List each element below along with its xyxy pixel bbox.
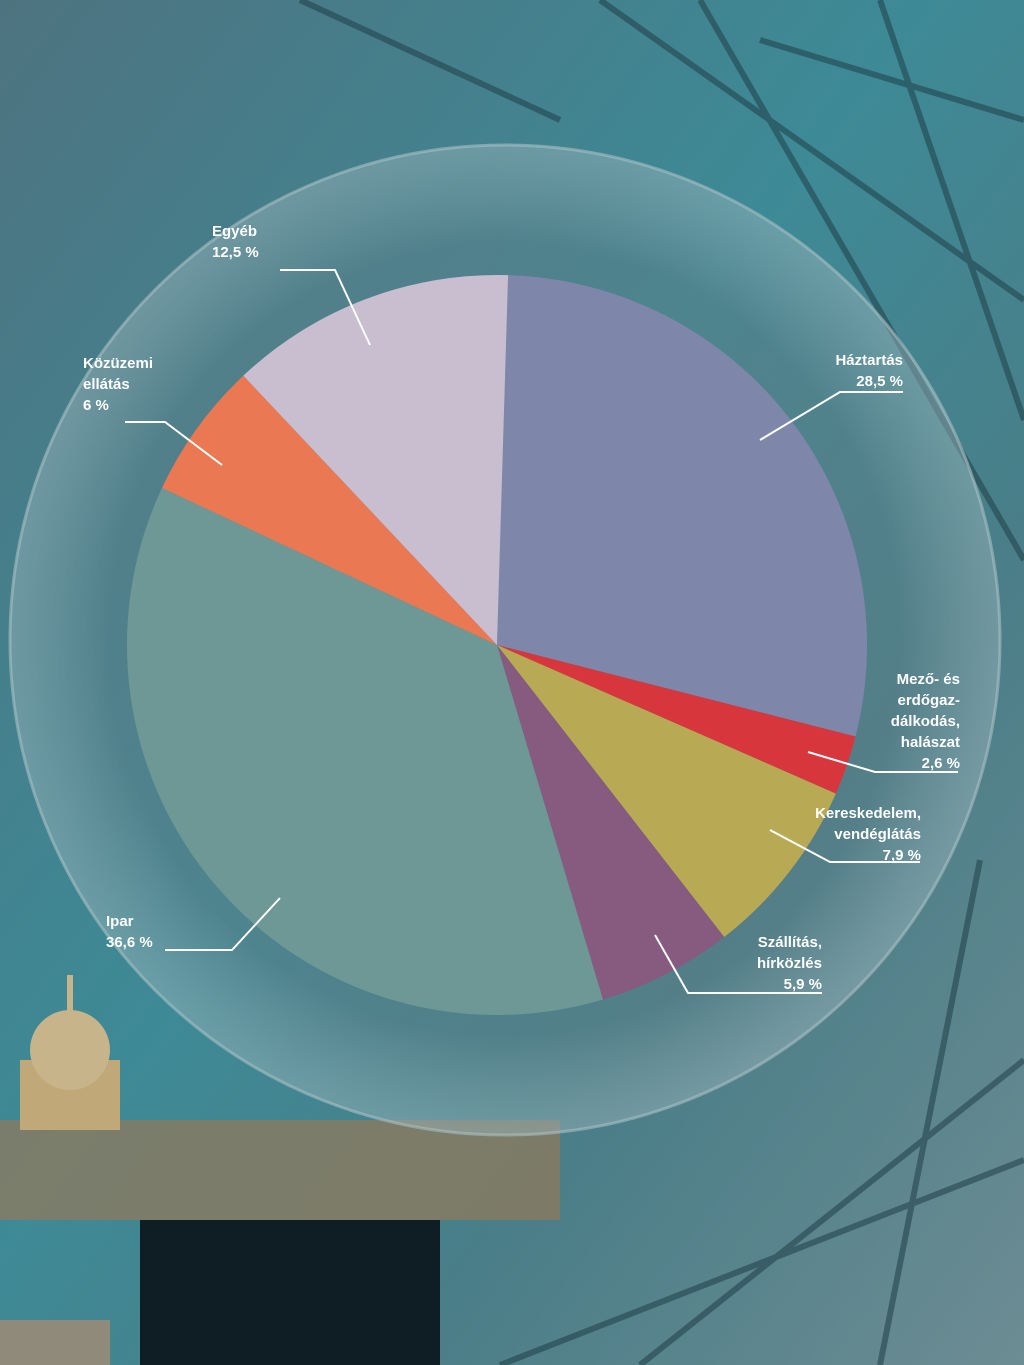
value-label: 5,9 % — [784, 976, 822, 993]
slice-label: Ipar — [106, 913, 134, 930]
pie-slice — [497, 645, 725, 1000]
building-decoration — [0, 975, 560, 1365]
leader-line — [759, 391, 903, 441]
slice-label: Háztartás — [835, 352, 903, 369]
value-label: 6 % — [83, 397, 109, 414]
pie-slice — [497, 275, 867, 737]
pie-slice — [127, 487, 603, 1015]
slice-label: Kereskedelem, vendéglátás — [815, 805, 921, 843]
value-label: 2,6 % — [922, 755, 960, 772]
pie-slice — [497, 645, 836, 938]
slice-label: Mező- és erdőgaz-dálkodás, halászat — [891, 671, 960, 751]
pie-slice — [497, 645, 856, 794]
leader-line — [165, 897, 281, 951]
labels: Háztartás 28,5 % Mező- és erdőgaz-dálkodás,… — [83, 223, 960, 994]
value-label: 28,5 % — [856, 373, 903, 390]
pie — [127, 275, 867, 1015]
leader-line — [654, 934, 822, 994]
slice-label: Egyéb — [212, 223, 257, 240]
value-label: 36,6 % — [106, 934, 153, 951]
lattice-decoration — [298, 0, 1024, 1365]
slice-label: Közüzemi ellátás — [83, 355, 153, 393]
leader-line — [125, 421, 223, 466]
slice-label: Szállítás, hírközlés — [757, 934, 822, 972]
value-label: 12,5 % — [212, 244, 259, 261]
leader-line — [769, 829, 920, 863]
pie-slice — [161, 375, 497, 645]
leader-line — [807, 751, 958, 773]
leader-line — [280, 269, 371, 346]
pie-slice — [243, 275, 509, 645]
value-label: 7,9 % — [883, 847, 921, 864]
